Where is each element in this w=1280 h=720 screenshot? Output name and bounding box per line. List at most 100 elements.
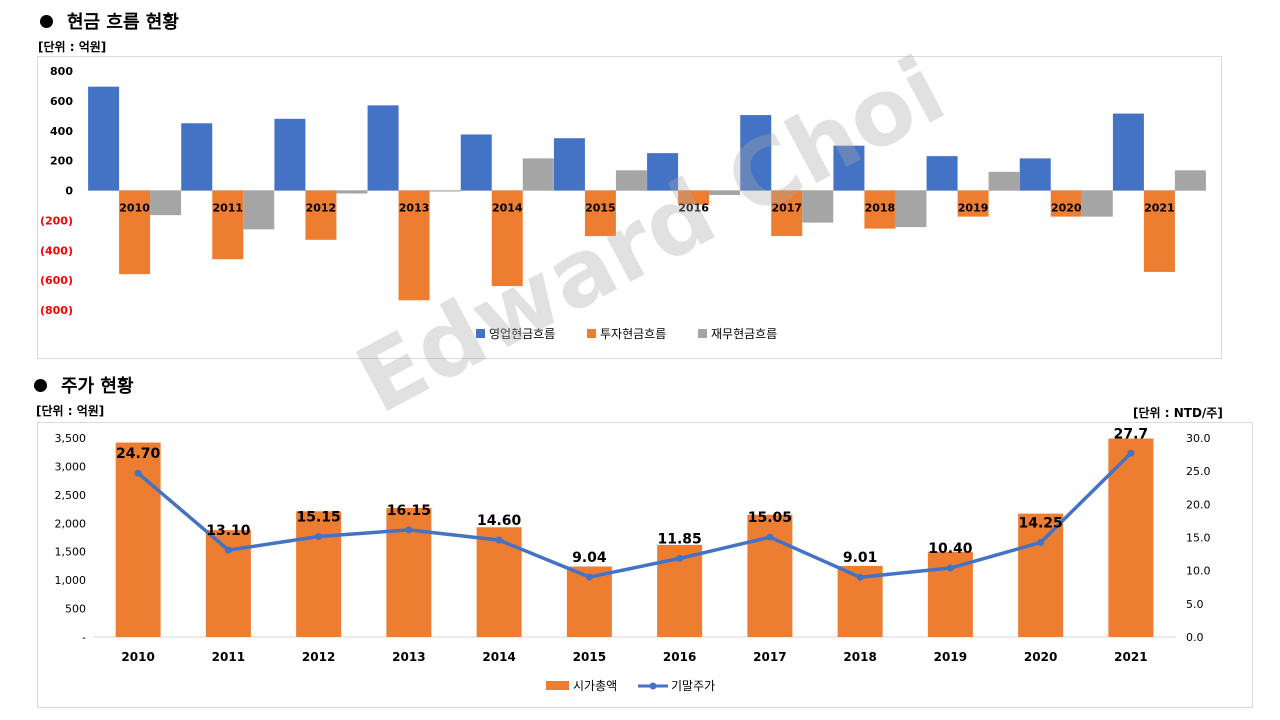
data-label-year-end-price: 10.40 <box>928 541 973 557</box>
x-tick-label: 2016 <box>663 650 696 664</box>
y-tick-label: 400 <box>50 125 73 138</box>
bar-재무현금흐름-2019 <box>988 171 1020 191</box>
point-year-end-price-2012 <box>315 533 323 541</box>
x-tick-label: 2021 <box>1144 202 1175 215</box>
point-year-end-price-2018 <box>856 573 864 581</box>
y-left-tick-label: 500 <box>65 603 86 616</box>
x-tick-label: 2011 <box>212 650 245 664</box>
data-label-year-end-price: 15.05 <box>748 510 792 526</box>
y-left-tick-label: 2,000 <box>55 517 87 530</box>
legend-label: 재무현금흐름 <box>711 327 777 341</box>
bar-투자현금흐름-2011 <box>212 190 244 260</box>
legend-label: 기말주가 <box>671 679 715 693</box>
cashflow-unit-label: [단위 : 억원] <box>38 40 107 54</box>
bar-투자현금흐름-2021 <box>1143 190 1175 272</box>
bar-영업현금흐름-2020 <box>1019 158 1051 191</box>
point-year-end-price-2016 <box>676 554 684 562</box>
x-tick-label: 2021 <box>1114 650 1147 664</box>
x-tick-label: 2017 <box>753 650 786 664</box>
point-year-end-price-2013 <box>405 526 413 534</box>
data-label-year-end-price: 11.85 <box>657 531 701 547</box>
line-year-end-price <box>136 452 1133 579</box>
x-tick-label: 2010 <box>121 650 154 664</box>
point-year-end-price-2011 <box>224 546 232 554</box>
x-tick-label: 2015 <box>573 650 606 664</box>
x-tick-label: 2011 <box>212 202 243 215</box>
bar-영업현금흐름-2018 <box>833 145 865 191</box>
bar-재무현금흐름-2021 <box>1174 170 1206 191</box>
x-tick-label: 2019 <box>958 202 989 215</box>
point-year-end-price-2019 <box>946 564 954 572</box>
legend-swatch-재무현금흐름 <box>698 329 707 338</box>
legend-label: 투자현금흐름 <box>600 327 666 341</box>
data-label-year-end-price: 27.7 <box>1114 426 1149 442</box>
stock-unit-left-label: [단위 : 억원] <box>36 404 105 418</box>
data-label-year-end-price: 9.01 <box>843 550 878 566</box>
bar-영업현금흐름-2016 <box>647 153 679 191</box>
x-tick-label: 2015 <box>585 202 616 215</box>
x-tick-label: 2010 <box>119 202 150 215</box>
bar-영업현금흐름-2014 <box>460 134 492 191</box>
bar-재무현금흐름-2018 <box>895 190 927 228</box>
bar-재무현금흐름-2020 <box>1081 190 1113 217</box>
legend-marker-year-end-price <box>649 682 657 690</box>
x-tick-label: 2013 <box>399 202 430 215</box>
y-left-tick-label: 3,500 <box>55 432 87 445</box>
x-tick-label: 2014 <box>482 650 515 664</box>
point-year-end-price-2020 <box>1037 538 1045 546</box>
y-right-tick-label: 25.0 <box>1186 465 1211 478</box>
bar-영업현금흐름-2017 <box>740 115 772 191</box>
legend-label: 영업현금흐름 <box>489 327 555 341</box>
cashflow-section-title: 현금 흐름 현황 <box>40 8 179 34</box>
bar-투자현금흐름-2020 <box>1050 190 1082 217</box>
bar-재무현금흐름-2010 <box>150 190 182 216</box>
y-left-tick-label: 1,500 <box>55 546 87 559</box>
x-tick-label: 2017 <box>771 202 802 215</box>
data-label-year-end-price: 15.15 <box>296 510 340 526</box>
stock-chart-panel: 3,500 3,000 2,500 2,000 1,500 1,000 500 - 30.0 25… <box>37 422 1253 708</box>
bar-재무현금흐름-2015 <box>615 170 647 191</box>
x-tick-label: 2020 <box>1051 202 1082 215</box>
bar-영업현금흐름-2019 <box>926 156 958 191</box>
data-label-year-end-price: 9.04 <box>572 550 607 566</box>
bar-영업현금흐름-2013 <box>367 105 399 191</box>
bar-market-cap-2012 <box>296 511 342 637</box>
x-tick-label: 2016 <box>678 202 709 215</box>
legend-swatch-market-cap <box>546 681 569 690</box>
bar-투자현금흐름-2015 <box>584 190 616 237</box>
point-year-end-price-2014 <box>495 536 503 544</box>
bullet-icon <box>34 378 47 392</box>
bar-market-cap-2014 <box>476 527 522 637</box>
cashflow-chart: 800 600 400 200 0 (200) (400) (600) (800) 2010 201… <box>40 65 1206 341</box>
y-tick-label: 600 <box>50 95 73 108</box>
bar-투자현금흐름-2017 <box>771 190 803 237</box>
y-tick-label: 800 <box>50 65 73 78</box>
x-tick-label: 2014 <box>492 202 523 215</box>
stock-unit-right-label: [단위 : NTD/주] <box>1133 406 1223 420</box>
y-right-tick-label: 30.0 <box>1186 432 1211 445</box>
y-left-tick-label: 1,000 <box>55 574 87 587</box>
bar-재무현금흐름-2014 <box>522 158 554 191</box>
bar-영업현금흐름-2010 <box>88 86 120 191</box>
y-left-tick-label: - <box>82 631 86 644</box>
stock-title-text: 주가 현황 <box>61 376 134 397</box>
y-tick-label: 200 <box>50 155 73 168</box>
bar-market-cap-2021 <box>1108 438 1154 637</box>
x-tick-label: 2013 <box>392 650 425 664</box>
bar-투자현금흐름-2013 <box>398 190 430 301</box>
bar-투자현금흐름-2019 <box>957 190 989 217</box>
bar-재무현금흐름-2011 <box>243 190 275 230</box>
legend-swatch-영업현금흐름 <box>476 329 485 338</box>
bar-투자현금흐름-2016 <box>678 190 710 205</box>
x-tick-label: 2012 <box>306 202 337 215</box>
x-tick-label: 2018 <box>843 650 876 664</box>
data-label-year-end-price: 24.70 <box>116 446 161 462</box>
y-tick-label: 0 <box>65 185 73 198</box>
x-tick-label: 2019 <box>934 650 967 664</box>
bar-투자현금흐름-2012 <box>305 190 337 240</box>
y-left-tick-label: 2,500 <box>55 489 87 502</box>
bullet-icon <box>40 14 53 28</box>
bar-재무현금흐름-2012 <box>336 190 368 194</box>
stock-chart: 3,500 3,000 2,500 2,000 1,500 1,000 500 - 30.0 25… <box>55 426 1211 693</box>
x-tick-label: 2012 <box>302 650 335 664</box>
